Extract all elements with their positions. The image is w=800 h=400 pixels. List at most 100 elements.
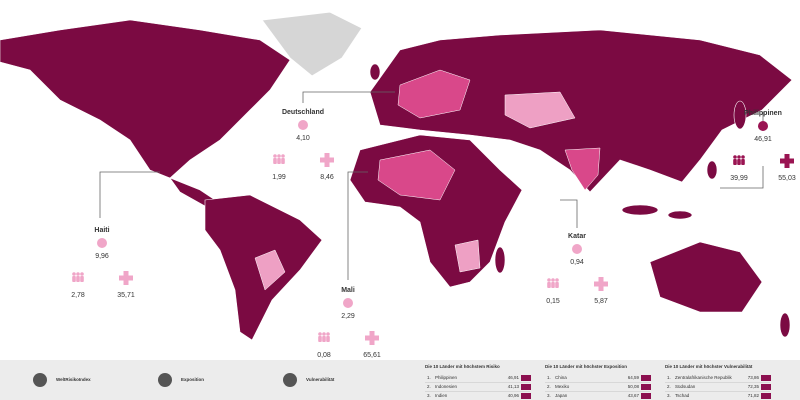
callout-line xyxy=(302,91,395,103)
callout-label: Mali xyxy=(341,287,355,294)
legend-icon xyxy=(158,373,172,387)
exposure-icon xyxy=(326,336,330,342)
country: Japan xyxy=(555,393,568,398)
callout-line xyxy=(720,166,764,189)
rank: 2. xyxy=(427,384,431,389)
exposure-icon xyxy=(322,332,326,336)
value-box xyxy=(761,384,771,390)
legend-bar xyxy=(0,360,800,400)
legend: WeltRisikoIndex Exposition Vulnerabilität xyxy=(33,373,335,387)
callout-vulnerability: 35,71 xyxy=(117,292,135,299)
exposure-icon xyxy=(273,158,277,164)
exposure-icon xyxy=(555,278,559,282)
madagascar xyxy=(494,246,506,274)
new-zealand xyxy=(779,312,791,338)
exposure-icon xyxy=(281,158,285,164)
exposure-icon xyxy=(80,272,84,276)
callout-index: 9,96 xyxy=(95,253,109,260)
exposure-icon xyxy=(733,155,737,159)
country: Philippinen xyxy=(435,375,458,380)
southern-africa-region xyxy=(454,239,481,273)
table-title: Die 10 Länder mit höchster Vulnerabilitä… xyxy=(665,364,753,369)
country: Südsudan xyxy=(675,384,696,389)
country: Indonesien xyxy=(435,384,458,389)
rank: 1. xyxy=(667,375,671,380)
country: Zentralafrikanische Republik xyxy=(675,375,733,380)
vulnerability-icon xyxy=(780,158,794,164)
callout-vulnerability: 65,61 xyxy=(363,352,381,359)
exposure-icon xyxy=(76,276,80,282)
legend-icon xyxy=(33,373,47,387)
callout-vulnerability: 8,46 xyxy=(320,174,334,181)
callout-label: Deutschland xyxy=(282,109,324,116)
callout-exposure: 0,15 xyxy=(546,298,560,305)
callout-exposure: 39,99 xyxy=(730,175,748,182)
callout-line xyxy=(99,171,160,218)
value-box xyxy=(761,375,771,381)
vulnerability-icon xyxy=(594,281,608,287)
world-map xyxy=(0,11,793,341)
index-icon xyxy=(298,120,308,130)
callout-index: 2,29 xyxy=(341,313,355,320)
callout-vulnerability: 5,87 xyxy=(594,298,608,305)
vulnerability-icon xyxy=(365,335,379,341)
callout-line xyxy=(560,199,578,228)
south-asia-region xyxy=(564,147,601,191)
rank: 1. xyxy=(547,375,551,380)
legend-label: Vulnerabilität xyxy=(306,377,335,382)
exposure-icon xyxy=(281,154,285,158)
exposure-icon xyxy=(737,155,741,159)
south-america-region xyxy=(254,249,286,291)
value-box xyxy=(761,393,771,399)
callout-lines xyxy=(99,91,764,280)
legend-icon xyxy=(283,373,297,387)
exposure-icon xyxy=(326,332,330,336)
japan xyxy=(733,100,747,130)
exposure-icon xyxy=(741,159,745,165)
value: 73,86 xyxy=(748,375,760,380)
exposure-icon xyxy=(547,278,551,282)
value-box xyxy=(521,384,531,390)
philippines xyxy=(706,160,718,180)
table-title: Die 10 Länder mit höchster Exposition xyxy=(545,364,627,369)
north-america xyxy=(0,19,291,179)
exposure-icon xyxy=(551,282,555,288)
rank: 3. xyxy=(667,393,671,398)
value: 46,91 xyxy=(508,375,520,380)
indonesia-east xyxy=(667,210,693,220)
value-box xyxy=(521,375,531,381)
callout-label: Katar xyxy=(568,233,586,240)
europe-region xyxy=(397,69,471,119)
australia xyxy=(649,241,763,313)
indonesia xyxy=(621,204,659,216)
value-box xyxy=(521,393,531,399)
callout-vulnerability: 55,03 xyxy=(778,175,796,182)
rank: 3. xyxy=(427,393,431,398)
callout-label: Philippinen xyxy=(744,110,782,117)
exposure-icon xyxy=(277,158,281,164)
exposure-icon xyxy=(322,336,326,342)
callout-index: 4,10 xyxy=(296,135,310,142)
value: 72,35 xyxy=(748,384,760,389)
callout-label: Haiti xyxy=(94,227,109,234)
value: 40,96 xyxy=(508,393,520,398)
rank: 3. xyxy=(547,393,551,398)
exposure-icon xyxy=(72,276,76,282)
callout-line xyxy=(347,171,368,280)
exposure-icon xyxy=(318,332,322,336)
callout-exposure: 2,78 xyxy=(71,292,85,299)
legend-label: WeltRisikoIndex xyxy=(56,377,91,382)
callout-exposure: 1,99 xyxy=(272,174,286,181)
callout-index: 0,94 xyxy=(570,259,584,266)
callouts: Deutschland 4,10 1,99 8,46 Philippinen 46,91 3… xyxy=(71,109,796,359)
value: 41,13 xyxy=(508,384,520,389)
rank: 1. xyxy=(427,375,431,380)
exposure-icon xyxy=(318,336,322,342)
africa-region xyxy=(377,149,456,201)
rankings: Die 10 Länder mit höchstem Risiko 1. Phili… xyxy=(425,364,771,399)
value: 43,67 xyxy=(628,393,640,398)
exposure-icon xyxy=(273,154,277,158)
exposure-icon xyxy=(76,272,80,276)
exposure-icon xyxy=(555,282,559,288)
